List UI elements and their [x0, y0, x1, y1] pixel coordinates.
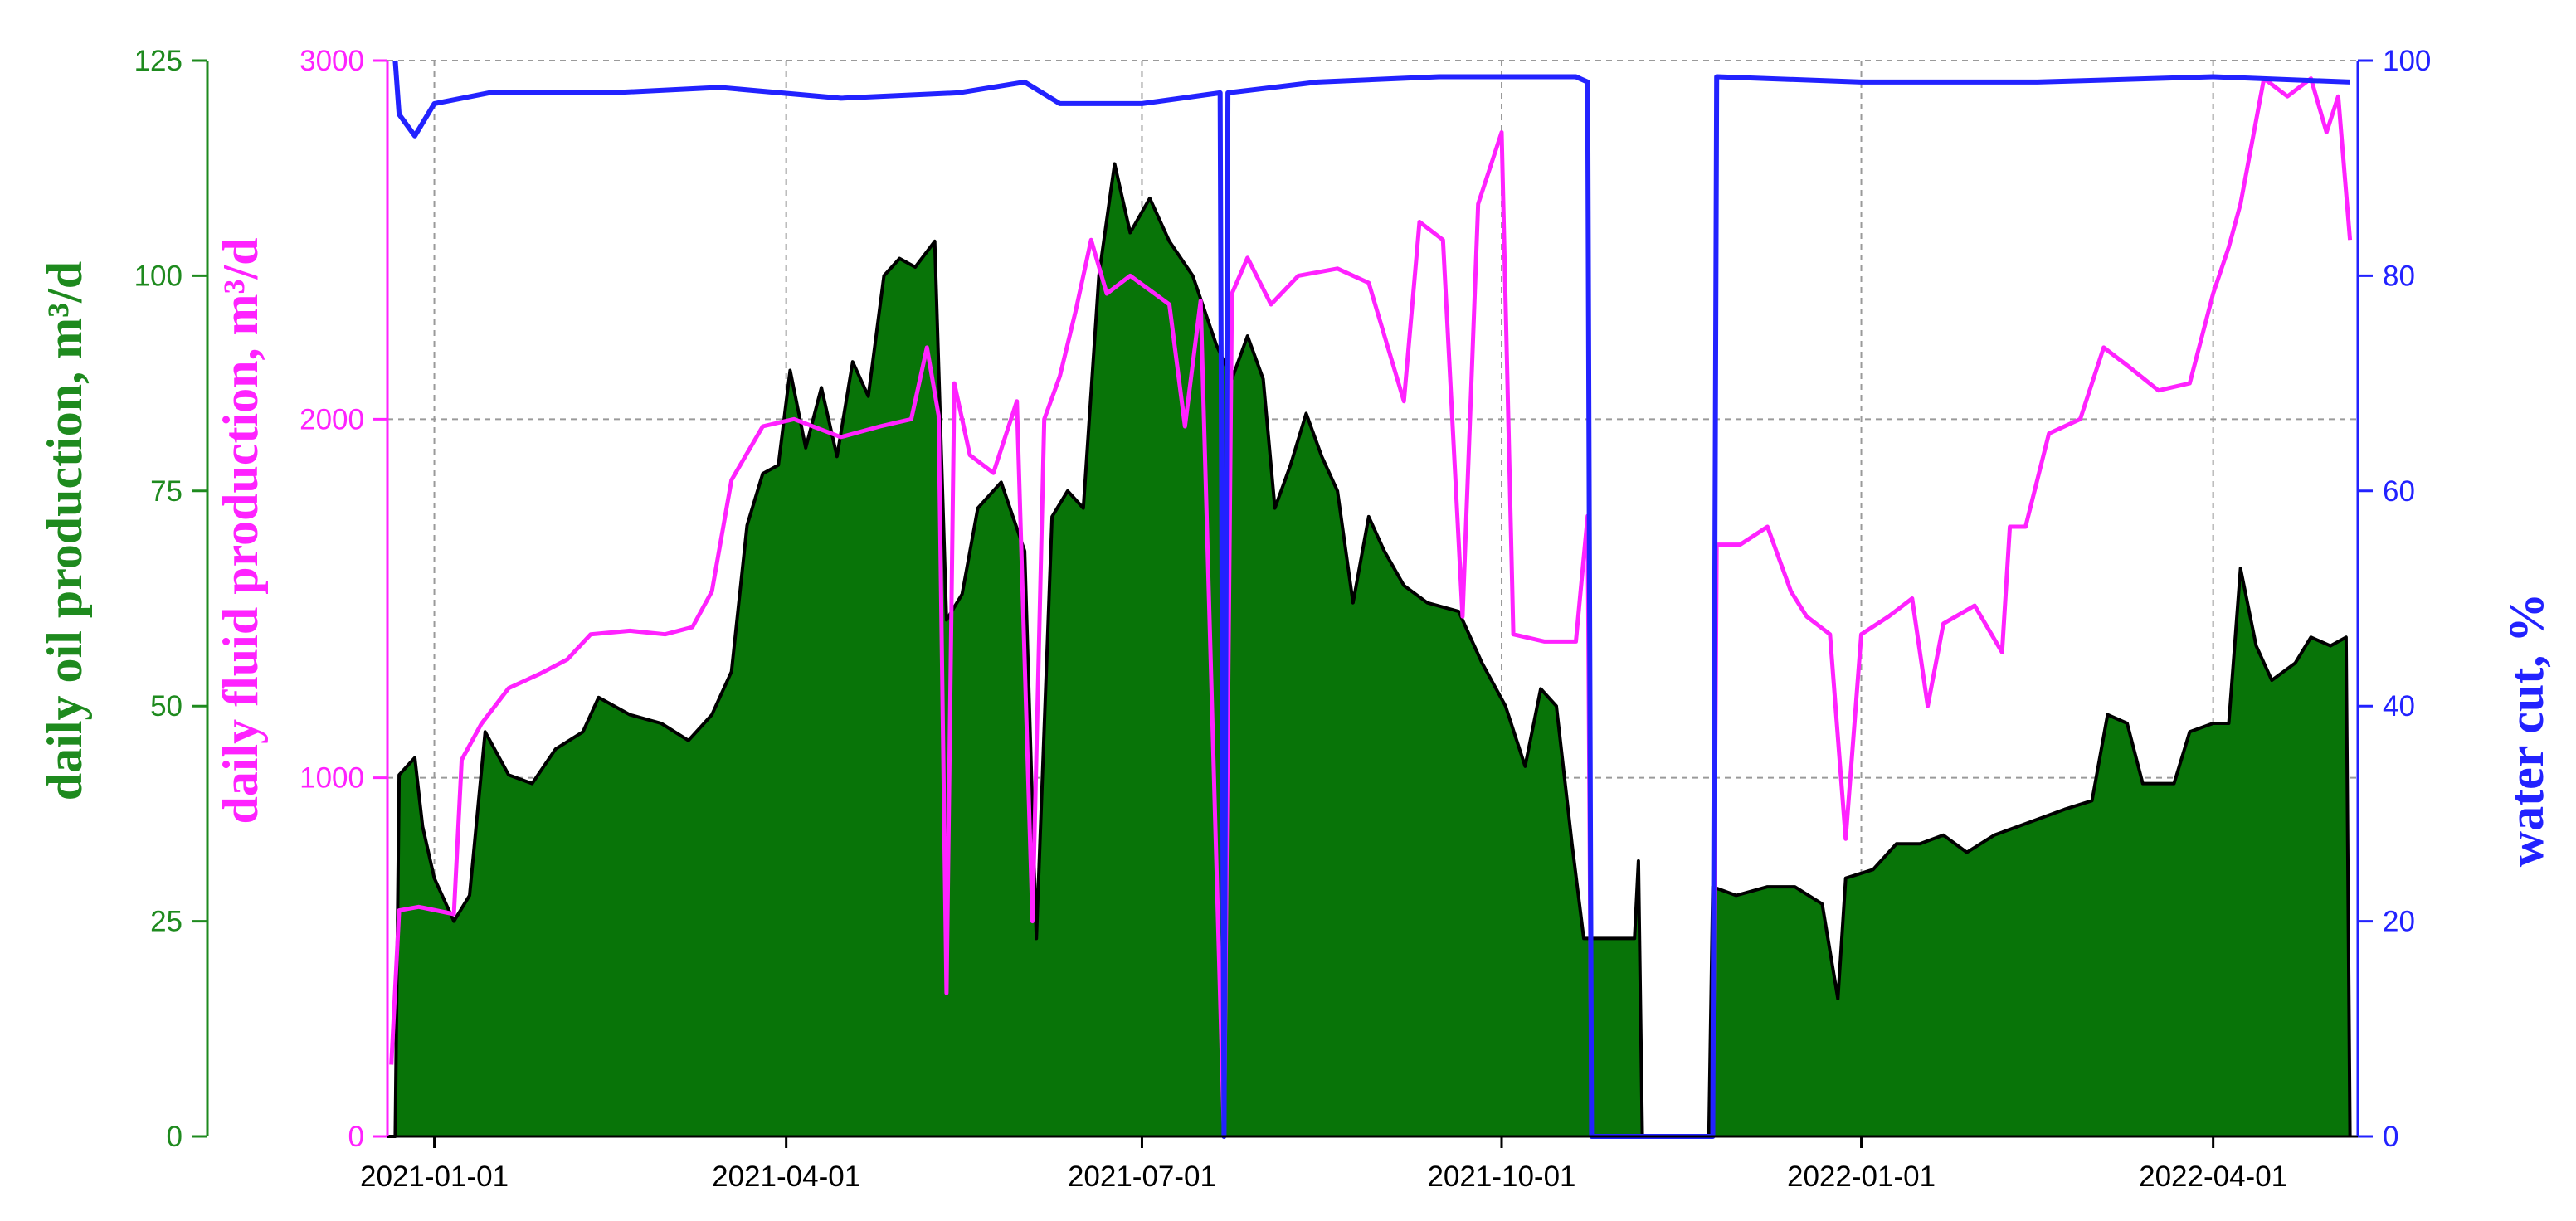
- x-tick-label: 2021-04-01: [712, 1160, 860, 1193]
- oil-tick-label: 25: [150, 906, 183, 938]
- water-cut-axis-title: water cut, %: [2499, 593, 2554, 867]
- fluid-tick-label: 3000: [299, 45, 364, 77]
- fluid-tick-label: 2000: [299, 403, 364, 435]
- oil-tick-label: 100: [134, 260, 183, 292]
- x-tick-label: 2021-07-01: [1068, 1160, 1216, 1193]
- water-cut-tick-label: 0: [2383, 1121, 2398, 1153]
- oil-tick-label: 75: [150, 475, 183, 508]
- axes: 0 25 50 75 100 125 0 1000 2000 3000 0 20 40 60 80 100 20…: [134, 45, 2432, 1193]
- x-tick-label: 2022-01-01: [1787, 1160, 1936, 1193]
- fluid-production-line: [389, 76, 2353, 1139]
- oil-axis-title: daily oil production, m³/d: [37, 261, 92, 800]
- water-cut-tick-label: 40: [2383, 690, 2415, 722]
- axis-labels: daily oil production, m³/d daily fluid pr…: [37, 237, 2554, 867]
- fluid-tick-label: 1000: [299, 762, 364, 795]
- fluid-axis-title: daily fluid production, m³/d: [213, 237, 268, 824]
- oil-tick-label: 125: [134, 45, 183, 77]
- x-tick-label: 2021-10-01: [1427, 1160, 1575, 1193]
- x-tick-label: 2021-01-01: [360, 1160, 509, 1193]
- oil-production-area: [387, 163, 2350, 1136]
- water-cut-series: [392, 60, 2350, 1139]
- water-cut-tick-label: 20: [2383, 906, 2415, 938]
- oil-production-outline: [387, 162, 2352, 1138]
- oil-series: [387, 162, 2352, 1138]
- water-cut-line: [392, 60, 2350, 1139]
- water-cut-tick-label: 60: [2383, 475, 2415, 508]
- water-cut-tick-label: 100: [2383, 45, 2431, 77]
- water-cut-tick-label: 80: [2383, 260, 2415, 292]
- oil-tick-label: 50: [150, 690, 183, 722]
- fluid-series: [389, 76, 2353, 1139]
- oil-tick-label: 0: [167, 1121, 183, 1153]
- x-tick-label: 2022-04-01: [2139, 1160, 2287, 1193]
- fluid-tick-label: 0: [348, 1121, 364, 1153]
